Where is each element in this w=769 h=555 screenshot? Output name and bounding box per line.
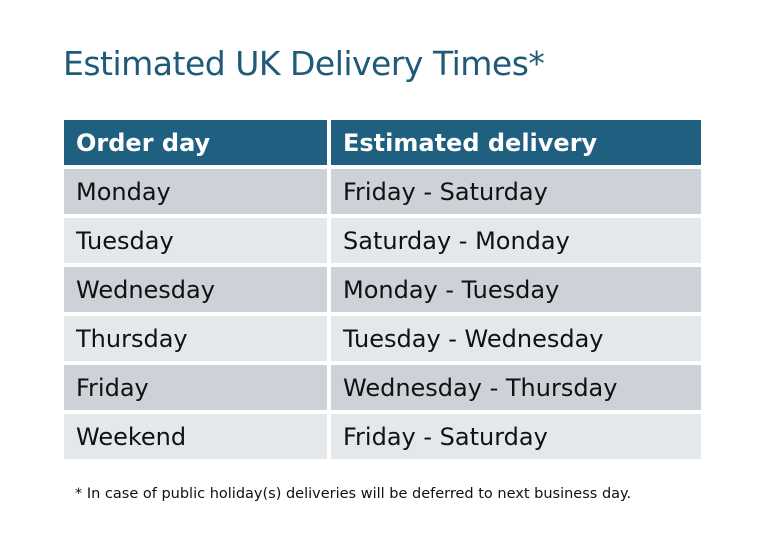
table-row: Tuesday Saturday - Monday xyxy=(64,218,701,267)
estimated-delivery-cell: Tuesday - Wednesday xyxy=(331,316,701,365)
page-title: Estimated UK Delivery Times* xyxy=(63,44,545,83)
estimated-delivery-cell: Friday - Saturday xyxy=(331,169,701,218)
order-day-cell: Weekend xyxy=(64,414,331,463)
estimated-delivery-cell: Wednesday - Thursday xyxy=(331,365,701,414)
column-header-order-day: Order day xyxy=(64,120,331,169)
order-day-cell: Thursday xyxy=(64,316,331,365)
estimated-delivery-cell: Monday - Tuesday xyxy=(331,267,701,316)
order-day-cell: Friday xyxy=(64,365,331,414)
table-row: Wednesday Monday - Tuesday xyxy=(64,267,701,316)
table-row: Thursday Tuesday - Wednesday xyxy=(64,316,701,365)
estimated-delivery-cell: Saturday - Monday xyxy=(331,218,701,267)
table-row: Friday Wednesday - Thursday xyxy=(64,365,701,414)
order-day-cell: Monday xyxy=(64,169,331,218)
table-header-row: Order day Estimated delivery xyxy=(64,120,701,169)
order-day-cell: Tuesday xyxy=(64,218,331,267)
table-row: Weekend Friday - Saturday xyxy=(64,414,701,463)
order-day-cell: Wednesday xyxy=(64,267,331,316)
table-row: Monday Friday - Saturday xyxy=(64,169,701,218)
footnote: * In case of public holiday(s) deliverie… xyxy=(75,486,632,502)
column-header-estimated-delivery: Estimated delivery xyxy=(331,120,701,169)
estimated-delivery-cell: Friday - Saturday xyxy=(331,414,701,463)
delivery-times-table: Order day Estimated delivery Monday Frid… xyxy=(64,120,701,463)
